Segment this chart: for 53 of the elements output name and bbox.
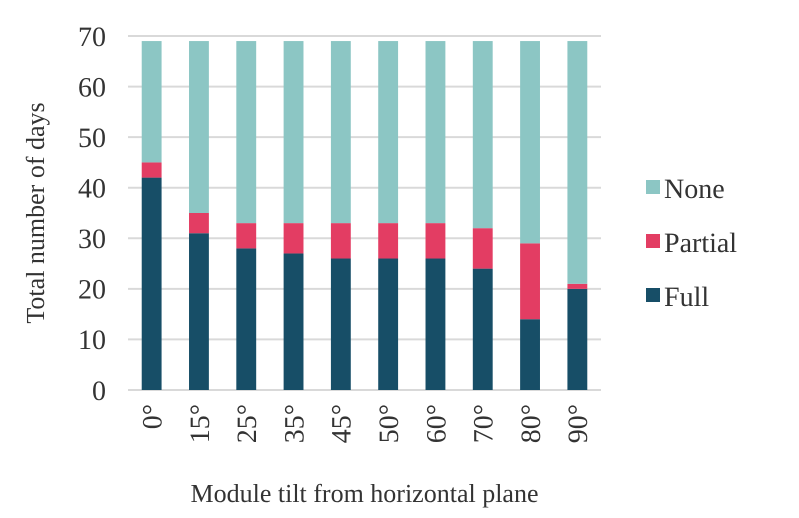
y-tick-label: 0 xyxy=(92,376,106,407)
bar xyxy=(472,268,493,390)
bar xyxy=(330,258,351,390)
legend-label: Full xyxy=(664,282,710,313)
bar xyxy=(378,41,398,224)
x-tick-label: 25° xyxy=(232,404,264,444)
bar xyxy=(189,41,209,213)
bar xyxy=(567,284,588,289)
bar xyxy=(284,223,304,254)
y-tick-label: 40 xyxy=(78,174,106,205)
bar xyxy=(142,162,162,178)
bar xyxy=(236,223,256,248)
y-tick-label: 30 xyxy=(78,224,106,256)
x-tick-label: 70° xyxy=(468,404,500,444)
x-tick-label: 0° xyxy=(137,404,168,430)
bar xyxy=(189,233,209,390)
x-tick-label: 35° xyxy=(279,404,310,444)
bar xyxy=(236,41,256,224)
bar xyxy=(426,41,446,224)
x-tick-label: 80° xyxy=(516,404,547,444)
bar xyxy=(567,288,588,390)
x-tick-label: 90° xyxy=(563,404,594,444)
bar xyxy=(378,258,398,390)
bar xyxy=(284,41,304,224)
bar xyxy=(472,228,493,269)
y-tick-label: 70 xyxy=(78,22,106,53)
bar xyxy=(378,223,398,259)
bar xyxy=(520,243,540,320)
x-tick-label: 60° xyxy=(421,404,452,444)
bar xyxy=(189,213,209,234)
bar xyxy=(330,41,351,224)
legend-label: None xyxy=(664,174,725,205)
bar xyxy=(284,253,304,390)
bar xyxy=(520,319,540,390)
bar xyxy=(236,248,256,390)
bar xyxy=(426,223,446,259)
bar xyxy=(330,223,351,259)
y-tick-label: 10 xyxy=(78,325,106,356)
x-axis-title: Module tilt from horizontal plane xyxy=(190,479,539,508)
y-tick-label: 50 xyxy=(78,122,106,154)
y-tick-label: 60 xyxy=(78,72,106,104)
bar xyxy=(142,178,162,390)
legend-label: Partial xyxy=(664,228,738,259)
bar xyxy=(472,41,493,228)
bar xyxy=(142,41,162,162)
x-tick-label: 15° xyxy=(184,404,216,444)
y-tick-label: 20 xyxy=(78,274,106,306)
bar xyxy=(520,41,540,244)
x-tick-label: 50° xyxy=(374,404,405,444)
y-axis-title: Total number of days xyxy=(21,102,50,324)
x-tick-label: 45° xyxy=(326,404,358,444)
bar xyxy=(567,41,588,284)
bar xyxy=(426,258,446,390)
